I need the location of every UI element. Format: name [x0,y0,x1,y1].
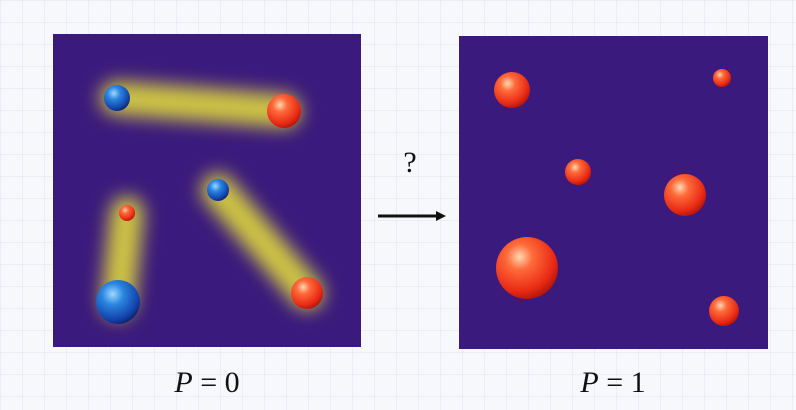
right-label: P = 1 [579,366,645,399]
right-panel [459,36,768,349]
red-ball [709,296,739,326]
red-ball [291,277,323,309]
blue-ball [96,280,140,324]
diagram: ? P = 0 P = 1 [0,0,796,410]
red-ball [119,205,135,221]
red-ball [496,237,558,299]
red-ball [565,159,591,185]
red-ball [267,94,301,128]
label-symbol: P [579,366,598,399]
blue-ball [104,85,130,111]
question-mark: ? [403,146,416,179]
label-value: = 0 [200,366,239,399]
red-ball [713,69,731,87]
label-value: = 1 [606,366,645,399]
red-ball [494,72,530,108]
red-ball [664,174,706,216]
blue-ball [207,179,229,201]
left-label: P = 0 [173,366,239,399]
left-panel [53,34,361,347]
label-symbol: P [173,366,192,399]
